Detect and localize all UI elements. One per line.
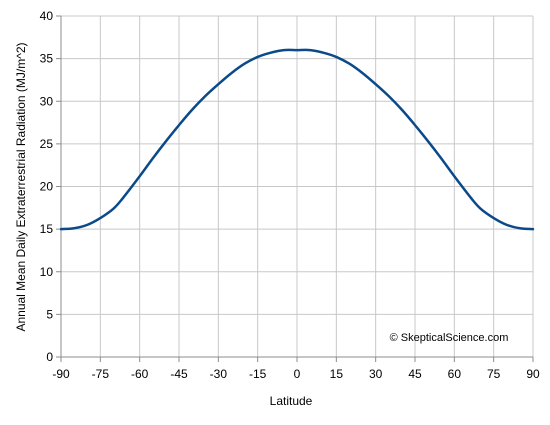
y-tick-label: 35 xyxy=(40,52,54,66)
series-line xyxy=(59,48,535,231)
y-tick-label: 5 xyxy=(46,307,53,321)
x-tick-label: -60 xyxy=(131,367,149,381)
x-tick-label: -15 xyxy=(249,367,267,381)
x-tick-label: 0 xyxy=(294,367,301,381)
series-group xyxy=(59,48,535,231)
axes xyxy=(56,15,534,362)
x-tick-label: 60 xyxy=(448,367,462,381)
tick-labels: -90 -75 -60 -45 -30 -15 0 15 30 45 60 75 90 0 5 10 15 20 2… xyxy=(40,9,540,381)
y-tick-label: 25 xyxy=(40,137,54,151)
x-tick-label: -75 xyxy=(92,367,110,381)
x-tick-label: 45 xyxy=(408,367,422,381)
y-tick-label: 10 xyxy=(40,265,54,279)
x-tick-label: 30 xyxy=(369,367,383,381)
y-tick-label: 0 xyxy=(46,350,53,364)
x-tick-label: -45 xyxy=(170,367,188,381)
x-tick-label: -30 xyxy=(210,367,228,381)
x-tick-label: -90 xyxy=(52,367,70,381)
x-tick-label: 75 xyxy=(487,367,501,381)
y-tick-label: 40 xyxy=(40,9,54,23)
x-axis-title: Latitude xyxy=(270,394,313,408)
x-tick-label: 15 xyxy=(330,367,344,381)
y-tick-label: 15 xyxy=(40,222,54,236)
x-tick-label: 90 xyxy=(526,367,540,381)
y-tick-label: 20 xyxy=(40,180,54,194)
copyright-annotation: © SkepticalScience.com xyxy=(390,332,509,344)
y-axis-title: Annual Mean Daily Extraterrestrial Radia… xyxy=(14,42,28,331)
y-tick-label: 30 xyxy=(40,94,54,108)
